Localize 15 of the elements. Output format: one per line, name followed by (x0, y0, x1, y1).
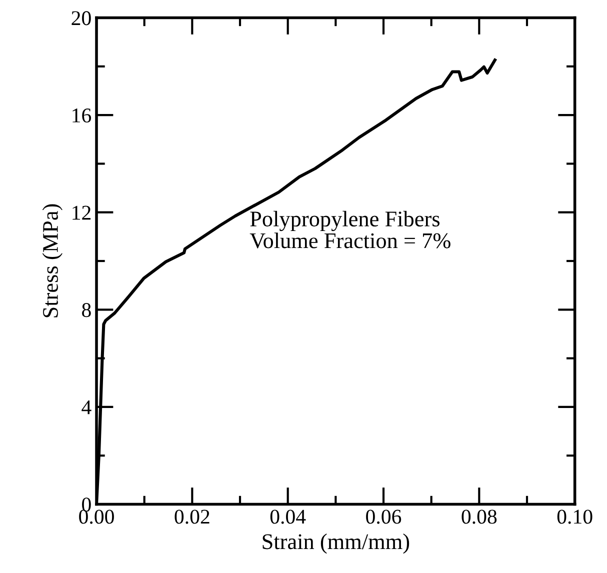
y-tick-label: 8 (82, 303, 91, 318)
y-tick-label: 12 (72, 206, 91, 220)
x-tick-label: 0.00 (79, 510, 114, 524)
y-tick-label: 16 (72, 108, 92, 122)
x-tick-label: 0.08 (462, 510, 497, 524)
x-tick-label: 0.04 (270, 510, 306, 524)
x-tick-label: 0.06 (366, 510, 402, 524)
y-tick-label: 20 (72, 11, 91, 26)
x-tick-label: 0.02 (174, 510, 210, 524)
x-axis-title: Strain (mm/mm) (262, 534, 410, 554)
y-tick-label: 4 (82, 400, 92, 414)
annotation: Polypropylene Fibers Volume Fraction = 7% (250, 210, 450, 248)
x-tick-label: 0.10 (557, 510, 592, 524)
y-tick-label: 0 (82, 498, 91, 512)
y-axis-title: Stress (MPa) (42, 204, 62, 318)
